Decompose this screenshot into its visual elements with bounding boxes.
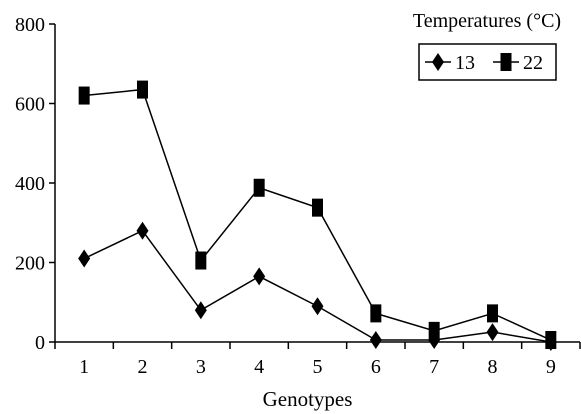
data-point-22 [78,86,90,105]
legend: Temperatures (°C) 13 22 [413,10,561,81]
legend-marker-diamond [432,53,444,71]
x-axis-title: Genotypes [263,387,353,411]
y-tick-label: 400 [15,173,45,195]
x-tick-label: 6 [371,356,381,378]
data-point-13 [194,301,207,320]
legend-item-13: 13 [425,52,475,74]
legend-marker-square [500,53,512,71]
data-point-22 [137,80,148,99]
series-22 [78,80,557,350]
series-layer [78,80,557,351]
data-point-13 [486,323,499,342]
x-tick-label: 3 [196,356,206,378]
axes [54,24,580,343]
data-point-13 [311,297,324,316]
legend-items: 13 22 [425,52,543,74]
x-tick-label: 1 [79,356,89,378]
legend-label: 22 [523,52,543,74]
series-line-13 [83,229,551,343]
data-point-13 [369,331,382,350]
series-13 [78,221,557,351]
y-tick-label: 200 [15,253,45,275]
x-tick-label: 4 [254,356,264,378]
x-tick-label: 8 [488,356,498,378]
data-point-13 [253,267,266,286]
y-tick-label: 800 [15,14,45,36]
x-axis-ticks: 1 2 3 4 5 6 7 8 9 [54,342,581,378]
data-point-22 [487,304,498,323]
data-point-22 [195,251,207,270]
legend-title: Temperatures (°C) [413,10,561,32]
y-tick-label: 0 [35,332,45,354]
data-point-22 [253,178,265,197]
data-point-22 [545,331,557,350]
legend-label: 13 [455,52,475,74]
y-axis-ticks: 0 200 400 600 800 [15,14,55,354]
data-point-13 [136,221,149,240]
x-tick-label: 7 [429,356,439,378]
legend-item-22: 22 [493,52,543,74]
data-point-22 [312,198,323,217]
data-point-13 [78,249,91,268]
legend-box [418,43,557,81]
data-point-22 [370,304,382,323]
x-tick-label: 5 [313,356,323,378]
data-point-22 [428,321,440,340]
x-tick-label: 2 [138,356,148,378]
y-tick-label: 600 [15,94,45,116]
x-tick-label: 9 [546,356,556,378]
